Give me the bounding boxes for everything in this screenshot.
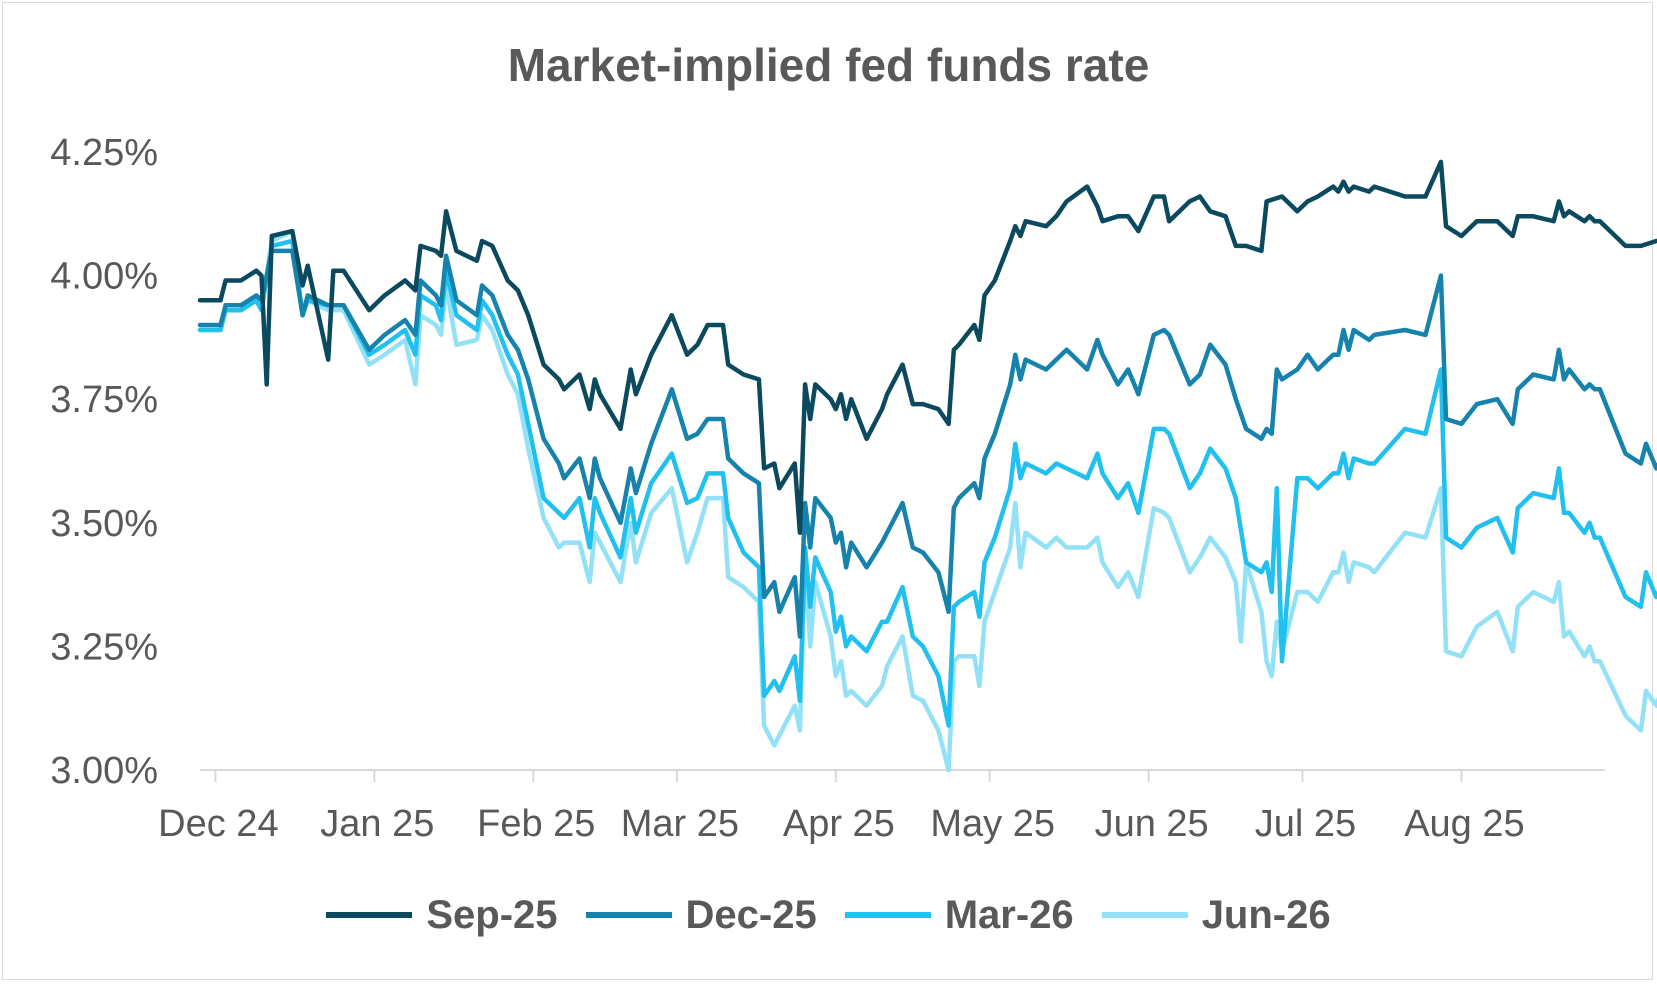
chart-title: Market-implied fed funds rate bbox=[507, 39, 1150, 91]
x-tick-label: Jan 25 bbox=[320, 803, 434, 845]
legend-label-sep-25: Sep-25 bbox=[426, 892, 558, 937]
legend-swatch-mar-26 bbox=[844, 912, 931, 918]
legend-label-dec-25: Dec-25 bbox=[685, 892, 817, 937]
legend-swatch-jun-26 bbox=[1101, 912, 1188, 918]
y-tick-label: 4.25% bbox=[50, 132, 158, 174]
x-tick-label: Dec 24 bbox=[158, 803, 278, 845]
y-tick-label: 4.00% bbox=[50, 256, 158, 298]
legend-swatch-sep-25 bbox=[326, 912, 413, 918]
series-line-jun-26 bbox=[197, 228, 1657, 773]
legend-label-mar-26: Mar-26 bbox=[944, 892, 1074, 937]
series-line-dec-25 bbox=[197, 248, 1657, 639]
series-line-mar-26 bbox=[197, 238, 1657, 728]
y-tick-label: 3.00% bbox=[50, 750, 158, 792]
x-tick-label: Feb 25 bbox=[477, 803, 595, 845]
y-axis-tick-labels: 4.25% 4.00% 3.75% 3.50% 3.25% 3.00% bbox=[50, 132, 158, 792]
x-axis: Dec 24 Jan 25 Feb 25 Mar 25 Apr 25 May 25 Jun … bbox=[158, 769, 1605, 845]
legend-label-jun-26: Jun-26 bbox=[1201, 892, 1331, 937]
x-tick-label: May 25 bbox=[930, 803, 1055, 845]
legend: Sep-25 Dec-25 Mar-26 Jun-26 bbox=[0, 885, 1657, 945]
legend-item-jun-26: Jun-26 bbox=[1101, 892, 1331, 938]
y-tick-label: 3.75% bbox=[50, 379, 158, 421]
legend-item-sep-25: Sep-25 bbox=[326, 892, 558, 938]
legend-swatch-dec-25 bbox=[585, 912, 672, 918]
x-tick-label: Aug 25 bbox=[1404, 803, 1524, 845]
legend-item-dec-25: Dec-25 bbox=[585, 892, 817, 938]
x-tick-label: Mar 25 bbox=[621, 803, 739, 845]
series-lines bbox=[197, 159, 1657, 773]
x-tick-label: Jul 25 bbox=[1255, 803, 1356, 845]
y-tick-label: 3.50% bbox=[50, 503, 158, 545]
series-line-sep-25 bbox=[197, 159, 1657, 535]
y-tick-label: 3.25% bbox=[50, 626, 158, 668]
x-tick-label: Jun 25 bbox=[1095, 803, 1209, 845]
legend-item-mar-26: Mar-26 bbox=[844, 892, 1074, 938]
x-tick-label: Apr 25 bbox=[783, 803, 895, 845]
